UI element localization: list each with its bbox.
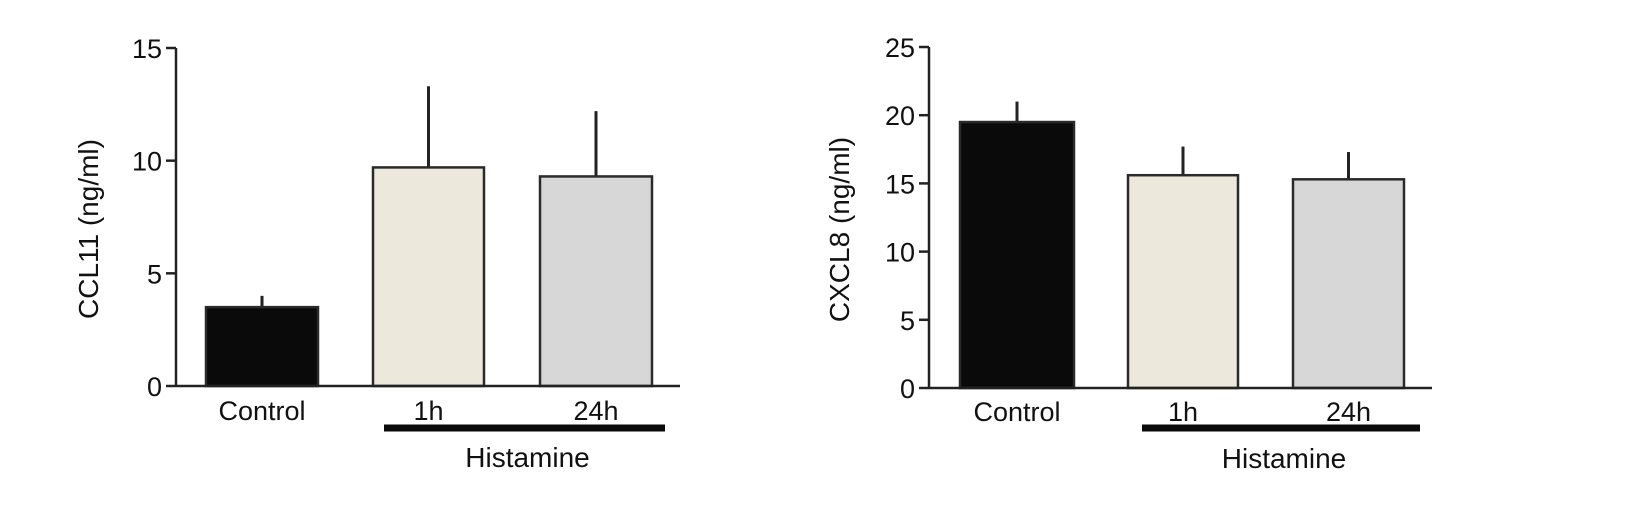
y-tick-label-25: 25 [885, 33, 915, 63]
y-tick-label-0: 0 [900, 374, 915, 404]
category-label-1h: 1h [1168, 397, 1198, 427]
cxcl8-chart: 0 5 10 15 20 25 CXCL8 (ng/ml) Control 1h 24h Hista… [824, 33, 1432, 474]
category-label-1h: 1h [413, 396, 443, 426]
y-axis-label: CCL11 (ng/ml) [73, 139, 104, 319]
category-label-control: Control [973, 397, 1060, 427]
category-label-24h: 24h [1326, 397, 1371, 427]
y-tick-label-15: 15 [132, 34, 162, 64]
y-tick-label-5: 5 [900, 306, 915, 336]
ccl11-chart: 0 5 10 15 CCL11 (ng/ml) Control 1h 24h Histamine [73, 34, 680, 473]
y-tick-label-15: 15 [885, 169, 915, 199]
bar-24h [538, 175, 654, 388]
y-axis-label: CXCL8 (ng/ml) [824, 137, 855, 322]
bar-24h [1291, 178, 1406, 390]
y-tick-label-5: 5 [147, 259, 162, 289]
y-tick-label-10: 10 [132, 147, 162, 177]
group-bracket-line [384, 424, 665, 432]
bar-1h [1126, 173, 1240, 390]
bar-1h [371, 166, 486, 388]
bar-control [204, 305, 320, 388]
group-label: Histamine [465, 442, 589, 473]
y-tick-label-20: 20 [885, 101, 915, 131]
category-label-24h: 24h [573, 396, 618, 426]
y-tick-label-0: 0 [147, 372, 162, 402]
group-bracket-line [1142, 424, 1420, 432]
y-tick-label-10: 10 [885, 238, 915, 268]
bar-control [958, 120, 1076, 390]
category-label-control: Control [218, 396, 305, 426]
group-label: Histamine [1222, 443, 1346, 474]
